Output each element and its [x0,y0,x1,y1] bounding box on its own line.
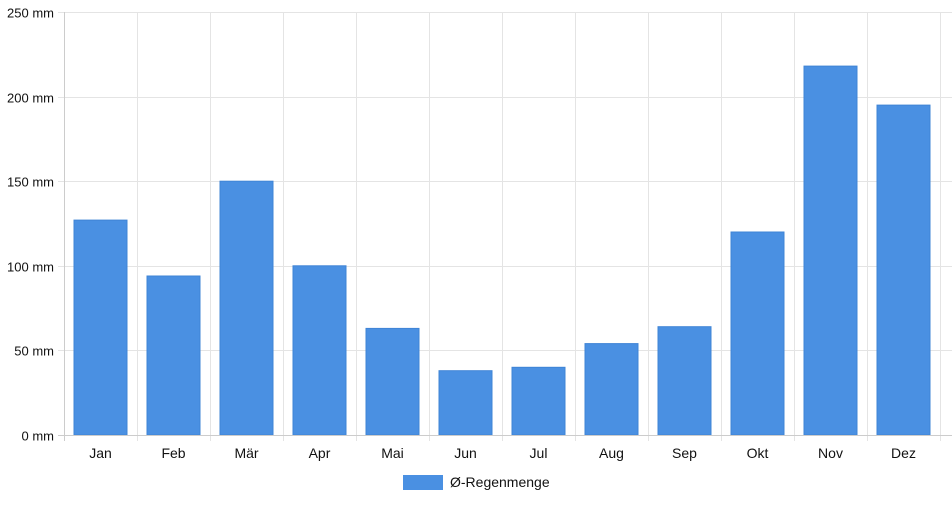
bar-jun[interactable] [438,370,493,436]
y-tick-label: 0 mm [22,429,55,444]
x-tick-label: Jun [454,445,477,461]
x-tick-label: Jul [530,445,548,461]
x-tick-label: Aug [599,445,624,461]
legend: Ø-Regenmenge [403,474,550,490]
bar-jul[interactable] [511,366,566,436]
x-tick-label: Jan [89,445,112,461]
axes: 0 mm 50 mm 100 mm 150 mm 200 mm 250 mm Jan Feb M… [7,6,952,461]
bar-aug[interactable] [584,343,639,436]
y-tick-label: 150 mm [7,175,54,190]
x-tick-label: Mai [381,445,404,461]
bar-mai[interactable] [365,327,420,436]
x-tick-label: Apr [309,445,331,461]
y-tick-label: 200 mm [7,91,54,106]
bar-nov[interactable] [803,65,858,436]
legend-swatch[interactable] [403,475,443,490]
y-tick-label: 100 mm [7,260,54,275]
y-tick-label: 50 mm [14,344,54,359]
bar-okt[interactable] [730,231,785,436]
x-tick-label: Dez [891,445,916,461]
bar-dez[interactable] [876,104,931,436]
bar-apr[interactable] [292,265,347,436]
y-tick-label: 250 mm [7,6,54,21]
bar-jan[interactable] [73,219,128,436]
bars [73,65,931,436]
x-tick-label: Feb [161,445,185,461]
x-tick-label: Mär [234,445,258,461]
bar-feb[interactable] [146,275,201,436]
bar-sep[interactable] [657,326,712,436]
x-tick-label: Nov [818,445,843,461]
x-tick-label: Okt [747,445,769,461]
x-tick-label: Sep [672,445,697,461]
grid [58,12,952,441]
legend-label[interactable]: Ø-Regenmenge [450,474,550,490]
bar-mär[interactable] [219,180,274,436]
